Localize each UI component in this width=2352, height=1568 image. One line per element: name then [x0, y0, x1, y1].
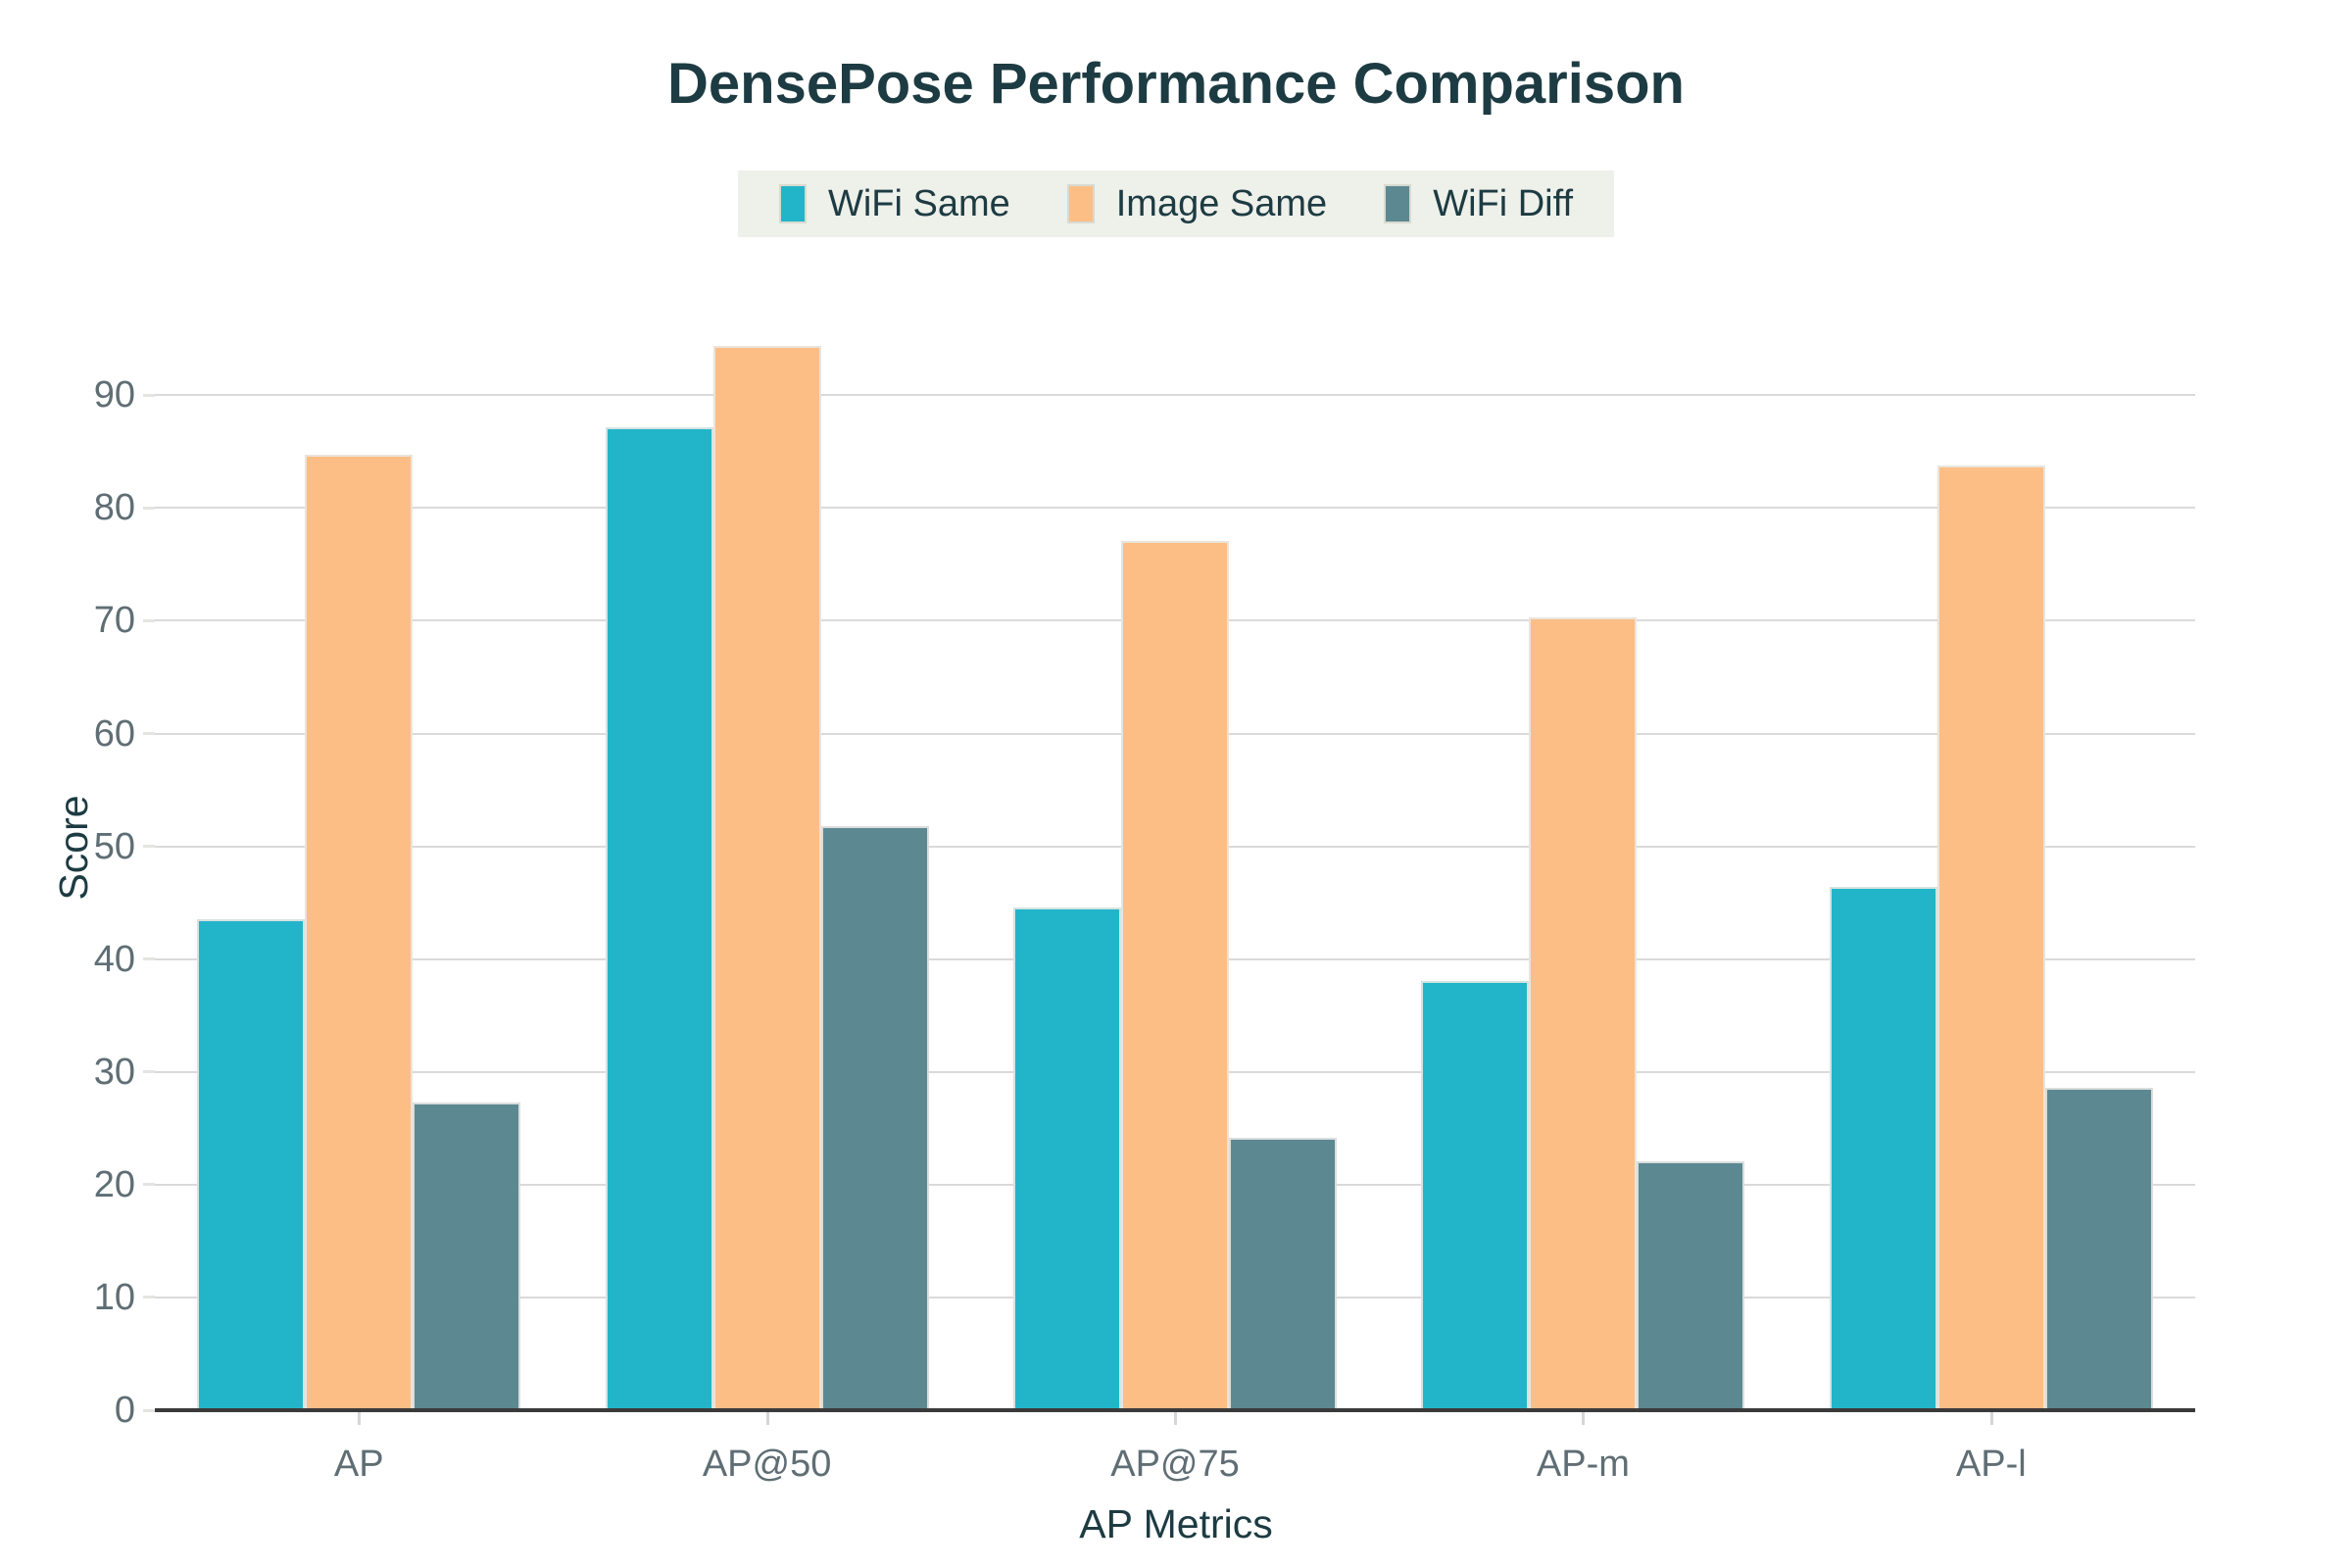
x-tick-mark: [1989, 1410, 1993, 1425]
y-tick-mark: [143, 1070, 155, 1074]
legend-container: WiFi Same Image Same WiFi Diff: [0, 171, 2352, 237]
y-tick-label-60: 60: [93, 712, 135, 755]
y-tick-label-40: 40: [93, 938, 135, 980]
bar-wifi-diff-ap-m: [1637, 1160, 1745, 1410]
x-tick-mark: [765, 1410, 769, 1425]
legend-label: WiFi Same: [827, 182, 1010, 224]
category-slot-ap-l: AP-l: [1788, 333, 2195, 1485]
bar-wifi-same-ap-75: [1013, 906, 1122, 1410]
x-axis-title: AP Metrics: [1079, 1501, 1273, 1546]
x-tick-mark: [1582, 1410, 1586, 1425]
x-tick-mark: [358, 1410, 362, 1425]
bar-image-same-ap-75: [1121, 540, 1230, 1410]
bar-image-same-ap: [305, 455, 414, 1410]
x-axis-line: [155, 1408, 2195, 1412]
y-tick-label-50: 50: [93, 825, 135, 867]
legend-swatch-icon: [778, 184, 807, 223]
category-slot-ap-50: AP@50: [563, 333, 970, 1485]
bar-wifi-same-ap-m: [1421, 980, 1530, 1410]
x-tick-mark: [1174, 1410, 1178, 1425]
y-tick-label-20: 20: [93, 1163, 135, 1205]
y-tick-mark: [143, 845, 155, 849]
bar-wifi-same-ap-50: [605, 426, 713, 1410]
gridline-90: [155, 394, 2195, 397]
plot-area: AP AP@50 AP@75 AP-m AP-l: [155, 333, 2195, 1485]
y-tick-label-0: 0: [114, 1390, 135, 1431]
y-tick-mark: [143, 393, 155, 397]
x-tick-label-ap: AP: [333, 1444, 384, 1485]
y-tick-mark: [143, 1296, 155, 1299]
bar-image-same-ap-l: [1936, 465, 2045, 1410]
bar-wifi-diff-ap-l: [2044, 1087, 2153, 1410]
x-tick-label-ap-l: AP-l: [1955, 1444, 2027, 1485]
bar-wifi-diff-ap: [413, 1102, 521, 1410]
bar-image-same-ap-m: [1529, 617, 1638, 1410]
bar-wifi-same-ap: [197, 919, 306, 1410]
y-tick-label-30: 30: [93, 1051, 135, 1093]
bar-image-same-ap-50: [712, 345, 821, 1410]
y-tick-mark: [143, 1408, 155, 1412]
bar-group: [1829, 333, 2153, 1410]
bar-wifi-same-ap-l: [1829, 887, 1937, 1410]
y-tick-label-10: 10: [93, 1276, 135, 1318]
bar-group: [605, 333, 929, 1410]
bar-group: [197, 333, 521, 1410]
legend: WiFi Same Image Same WiFi Diff: [737, 171, 1615, 237]
legend-item-wifi-diff: WiFi Diff: [1384, 183, 1573, 225]
y-tick-label-70: 70: [93, 600, 135, 642]
y-tick-label-90: 90: [93, 374, 135, 416]
y-tick-mark: [143, 732, 155, 736]
legend-swatch-icon: [1066, 184, 1095, 223]
y-tick-mark: [143, 957, 155, 961]
x-tick-label-ap-75: AP@75: [1110, 1444, 1240, 1485]
x-tick-label-ap-m: AP-m: [1536, 1444, 1630, 1485]
legend-label: WiFi Diff: [1433, 182, 1574, 224]
y-tick-mark: [143, 618, 155, 622]
chart-title: DensePose Performance Comparison: [667, 52, 1685, 116]
y-tick-mark: [143, 1183, 155, 1187]
x-tick-label-ap-50: AP@50: [702, 1444, 832, 1485]
y-tick-mark: [143, 506, 155, 510]
y-tick-label-80: 80: [93, 487, 135, 529]
bar-group: [1013, 333, 1338, 1410]
bar-wifi-diff-ap-75: [1229, 1137, 1338, 1410]
category-slot-ap: AP: [155, 333, 563, 1485]
category-slot-ap-75: AP@75: [971, 333, 1379, 1485]
bar-group: [1421, 333, 1745, 1410]
legend-item-image-same: Image Same: [1066, 182, 1328, 225]
category-slot-ap-m: AP-m: [1379, 333, 1787, 1485]
gridline-80: [155, 507, 2195, 510]
legend-label: Image Same: [1115, 182, 1328, 224]
legend-item-wifi-same: WiFi Same: [778, 182, 1010, 225]
legend-swatch-icon: [1384, 184, 1412, 223]
bar-wifi-diff-ap-50: [820, 825, 929, 1410]
